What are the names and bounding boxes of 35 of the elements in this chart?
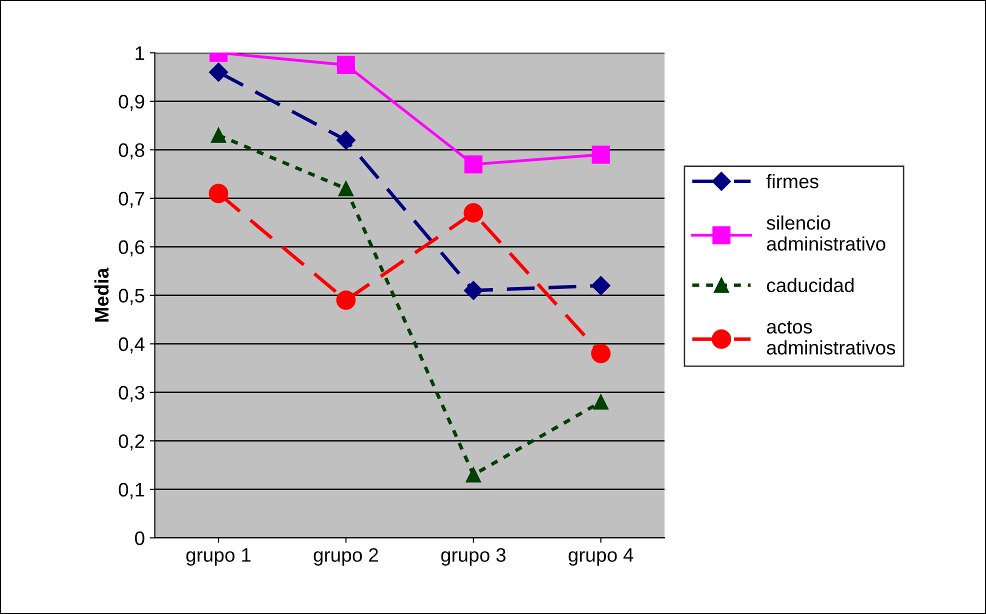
y-tick-label: 0,2 bbox=[118, 434, 144, 450]
legend-label: firmes bbox=[766, 174, 818, 188]
point bbox=[464, 280, 483, 300]
point bbox=[591, 276, 610, 296]
y-tick-label: 0,6 bbox=[118, 240, 144, 256]
legend-label: actos administrativos bbox=[766, 320, 896, 355]
y-axis-title: Media bbox=[94, 268, 109, 322]
y-tick-label: 0,3 bbox=[118, 386, 144, 402]
point bbox=[593, 394, 608, 410]
y-tick-label: 0,7 bbox=[118, 192, 144, 208]
y-tick-label: 0 bbox=[135, 531, 144, 546]
point bbox=[210, 128, 226, 143]
point bbox=[208, 184, 228, 204]
point bbox=[338, 180, 354, 196]
x-tick-label: grupo 1 bbox=[186, 548, 251, 566]
point bbox=[336, 290, 356, 310]
point bbox=[464, 155, 482, 174]
point bbox=[466, 467, 482, 482]
y-tick-label: 0,8 bbox=[118, 143, 144, 160]
x-tick-label: grupo 2 bbox=[314, 548, 378, 566]
point bbox=[336, 130, 356, 150]
x-tick-label: grupo 3 bbox=[441, 548, 506, 566]
point bbox=[592, 146, 610, 164]
legend-label: silencio administrativo bbox=[766, 215, 886, 251]
y-tick-label: 0,5 bbox=[118, 288, 144, 305]
x-tick-label: grupo 4 bbox=[568, 548, 634, 566]
y-tick-label: 0,9 bbox=[118, 94, 144, 111]
y-tick-label: 0,1 bbox=[118, 482, 144, 499]
point bbox=[208, 62, 228, 82]
point bbox=[591, 344, 611, 364]
y-tick-label: 1 bbox=[136, 46, 144, 60]
point bbox=[336, 56, 355, 74]
legend-label: caducidad bbox=[766, 278, 854, 292]
point bbox=[464, 203, 484, 223]
y-tick-label: 0,4 bbox=[118, 337, 145, 354]
